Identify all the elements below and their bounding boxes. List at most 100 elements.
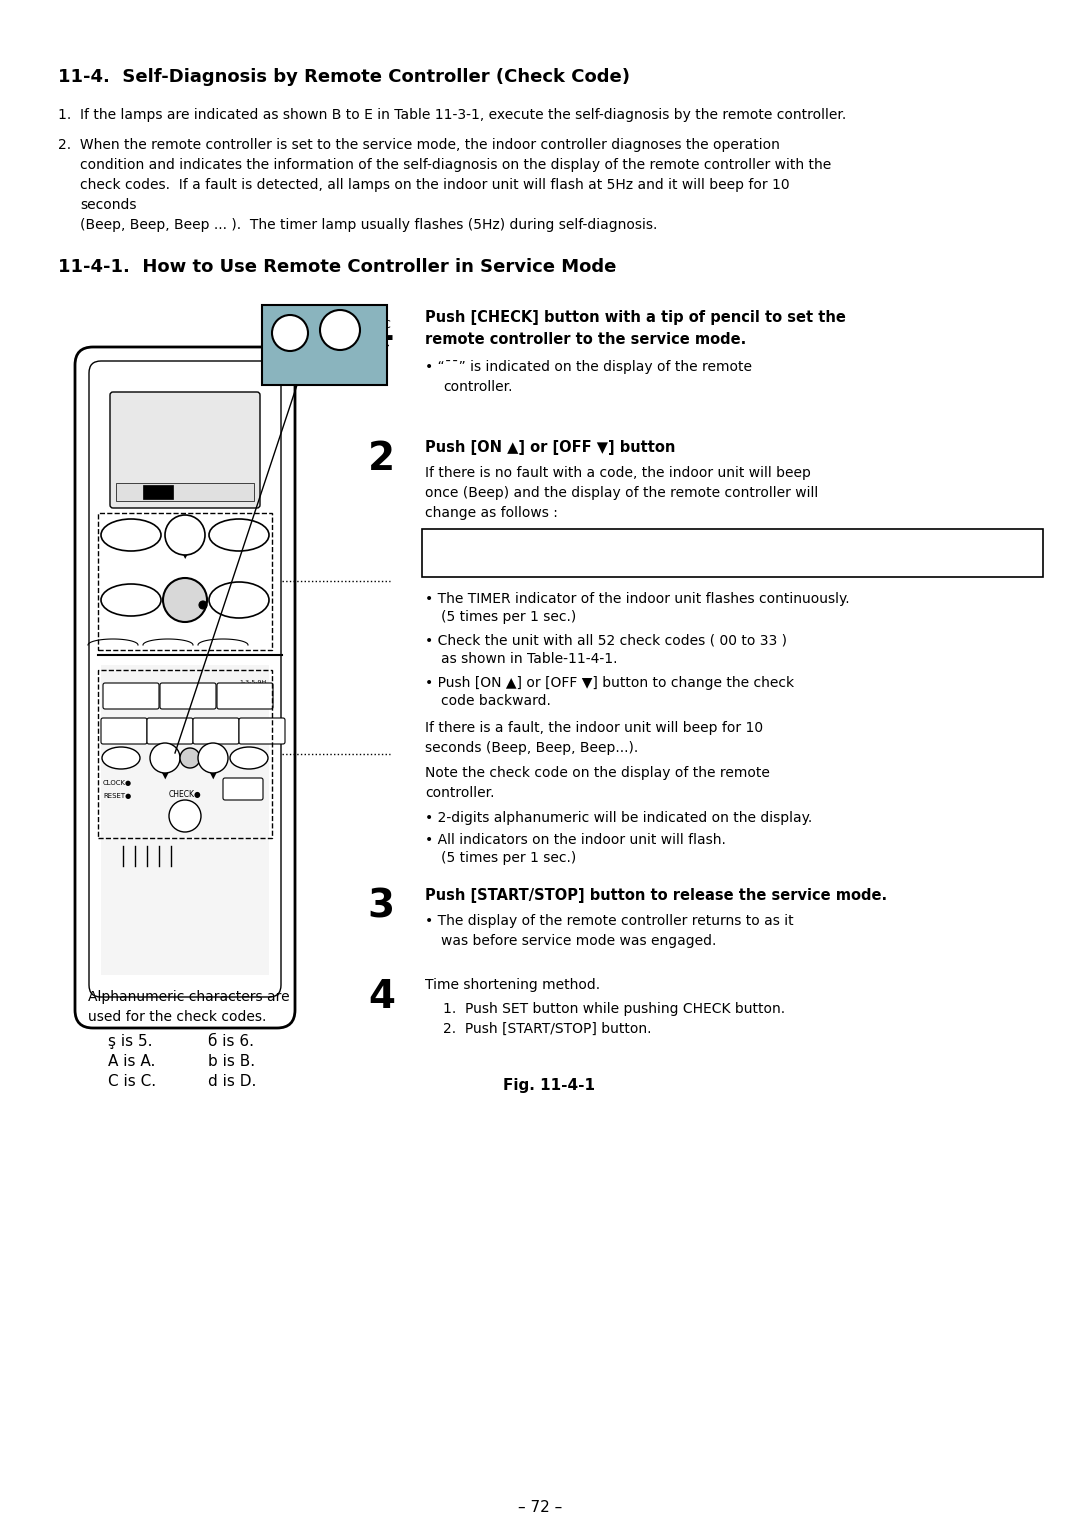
Text: – 72 –: – 72 – xyxy=(518,1501,562,1514)
Bar xyxy=(116,483,254,502)
Text: • Check the unit with all 52 check codes ( 00 to 33 ): • Check the unit with all 52 check codes… xyxy=(426,634,787,648)
Text: CHECK●: CHECK● xyxy=(168,790,201,799)
Text: 33: 33 xyxy=(710,547,731,566)
Text: ⊙ ON ↓↑
⊙ OFF: ⊙ ON ↓↑ ⊙ OFF xyxy=(185,425,220,444)
Text: 1-3-5-9H: 1-3-5-9H xyxy=(240,680,267,685)
Text: OFF: OFF xyxy=(255,721,269,730)
Text: ▲: ▲ xyxy=(335,310,346,323)
FancyBboxPatch shape xyxy=(75,348,295,1028)
Text: code backward.: code backward. xyxy=(441,694,551,708)
Circle shape xyxy=(165,515,205,555)
Text: B
P: B P xyxy=(175,409,179,422)
Text: ▼: ▼ xyxy=(208,770,217,779)
Text: used for the check codes.: used for the check codes. xyxy=(87,1010,267,1023)
FancyBboxPatch shape xyxy=(110,392,260,508)
Text: controller.: controller. xyxy=(443,380,513,393)
Circle shape xyxy=(180,747,200,769)
Text: • The display of the remote controller returns to as it: • The display of the remote controller r… xyxy=(426,913,794,929)
Text: AUTO: AUTO xyxy=(225,528,254,537)
FancyBboxPatch shape xyxy=(239,718,285,744)
Text: once (Beep) and the display of the remote controller will: once (Beep) and the display of the remot… xyxy=(426,486,819,500)
Text: • All indicators on the indoor unit will flash.: • All indicators on the indoor unit will… xyxy=(426,833,726,846)
Bar xyxy=(102,665,269,974)
Circle shape xyxy=(198,743,228,773)
Text: PURE: PURE xyxy=(118,528,145,537)
Circle shape xyxy=(199,601,207,608)
Text: RESET●: RESET● xyxy=(103,793,132,799)
Ellipse shape xyxy=(210,518,269,551)
Text: MY
COMFORT: MY COMFORT xyxy=(217,590,261,610)
Text: ▲
TEMP
▼: ▲ TEMP ▼ xyxy=(174,531,197,560)
FancyBboxPatch shape xyxy=(89,361,281,997)
Text: 1.  Push SET button while pushing CHECK button.: 1. Push SET button while pushing CHECK b… xyxy=(443,1002,785,1016)
Text: If there is a fault, the indoor unit will beep for 10: If there is a fault, the indoor unit wil… xyxy=(426,721,764,735)
FancyBboxPatch shape xyxy=(102,718,147,744)
Text: →: → xyxy=(681,547,706,566)
Text: Push [ON ▲] or [OFF ▼] button: Push [ON ▲] or [OFF ▼] button xyxy=(426,441,675,454)
Text: ▴▸◂ AUTO A ☀ ☽ ✨    Ꮛ: ▴▸◂ AUTO A ☀ ☽ ✨ Ꮛ xyxy=(118,403,201,412)
Text: check codes.  If a fault is detected, all lamps on the indoor unit will flash at: check codes. If a fault is detected, all… xyxy=(80,178,789,192)
Text: C is C.: C is C. xyxy=(108,1074,157,1089)
Text: OFF: OFF xyxy=(205,753,221,762)
Text: ℃: ℃ xyxy=(181,447,190,456)
Text: seconds: seconds xyxy=(80,198,136,212)
FancyBboxPatch shape xyxy=(147,718,193,744)
Text: (Beep, Beep, Beep ... ).  The timer lamp usually flashes (5Hz) during self-diagn: (Beep, Beep, Beep ... ). The timer lamp … xyxy=(80,218,658,232)
Text: AUTO: AUTO xyxy=(145,486,166,493)
FancyBboxPatch shape xyxy=(160,683,216,709)
Text: 02: 02 xyxy=(553,547,575,566)
Text: CLR: CLR xyxy=(279,326,301,336)
Text: • The TIMER indicator of the indoor unit flashes continuously.: • The TIMER indicator of the indoor unit… xyxy=(426,592,850,605)
Text: ▲: ▲ xyxy=(161,740,170,750)
Ellipse shape xyxy=(210,583,269,618)
Text: • 2-digits alphanumeric will be indicated on the display.: • 2-digits alphanumeric will be indicate… xyxy=(426,811,812,825)
Text: ⊙: ⊙ xyxy=(186,753,194,764)
Text: FAN: FAN xyxy=(208,721,224,730)
Text: ▼: ▼ xyxy=(161,770,170,779)
Text: →: → xyxy=(480,547,503,566)
Text: d is D.: d is D. xyxy=(208,1074,256,1089)
Text: 1E: 1E xyxy=(663,547,684,566)
Circle shape xyxy=(163,578,207,622)
Text: CLR: CLR xyxy=(111,752,131,762)
Circle shape xyxy=(150,743,180,773)
Text: SWING: SWING xyxy=(111,721,137,730)
Text: 88: 88 xyxy=(121,416,160,445)
Text: 3: 3 xyxy=(368,888,395,926)
Text: CHK: CHK xyxy=(119,485,135,494)
FancyBboxPatch shape xyxy=(222,778,264,801)
Text: (5 times per 1 sec.): (5 times per 1 sec.) xyxy=(441,610,577,624)
Text: Fig. 11-4-1: Fig. 11-4-1 xyxy=(503,1078,595,1093)
Text: AM 18:88
PM 18:88: AM 18:88 PM 18:88 xyxy=(185,447,220,467)
Text: ▼: ▼ xyxy=(335,339,346,352)
Ellipse shape xyxy=(230,747,268,769)
Text: remote controller to the service mode.: remote controller to the service mode. xyxy=(426,332,746,348)
Text: ▲: ▲ xyxy=(208,740,217,750)
Text: 1d: 1d xyxy=(617,547,637,566)
Ellipse shape xyxy=(102,747,140,769)
Text: controller.: controller. xyxy=(426,785,495,801)
Bar xyxy=(98,669,272,839)
Text: (5 times per 1 sec.): (5 times per 1 sec.) xyxy=(441,851,577,865)
Text: MEMO: MEMO xyxy=(233,686,257,695)
Text: 8°C: 8°C xyxy=(235,781,251,790)
Text: 2.  Push [START/STOP] button.: 2. Push [START/STOP] button. xyxy=(443,1022,651,1035)
FancyBboxPatch shape xyxy=(422,529,1043,576)
Text: Α is A.: Α is A. xyxy=(108,1054,156,1069)
Text: 2.  When the remote controller is set to the service mode, the indoor controller: 2. When the remote controller is set to … xyxy=(58,137,780,152)
Ellipse shape xyxy=(102,584,161,616)
Text: ş is 5.: ş is 5. xyxy=(108,1034,152,1049)
Text: 11-4.  Self-Diagnosis by Remote Controller (Check Code): 11-4. Self-Diagnosis by Remote Controlle… xyxy=(58,69,630,85)
Text: CLOCK○: CLOCK○ xyxy=(267,358,299,368)
Text: ON: ON xyxy=(159,753,172,762)
Text: →: → xyxy=(526,547,550,566)
Text: • Push [ON ▲] or [OFF ▼] button to change the check: • Push [ON ▲] or [OFF ▼] button to chang… xyxy=(426,676,794,689)
Circle shape xyxy=(168,801,201,833)
Text: Time shortening method.: Time shortening method. xyxy=(426,978,600,991)
Text: 01: 01 xyxy=(507,547,528,566)
Text: ON: ON xyxy=(332,323,348,334)
Circle shape xyxy=(320,310,360,351)
Text: condition and indicates the information of the self-diagnosis on the display of : condition and indicates the information … xyxy=(80,159,832,172)
Text: seconds (Beep, Beep, Beep...).: seconds (Beep, Beep, Beep...). xyxy=(426,741,638,755)
Text: ···: ··· xyxy=(572,547,598,566)
